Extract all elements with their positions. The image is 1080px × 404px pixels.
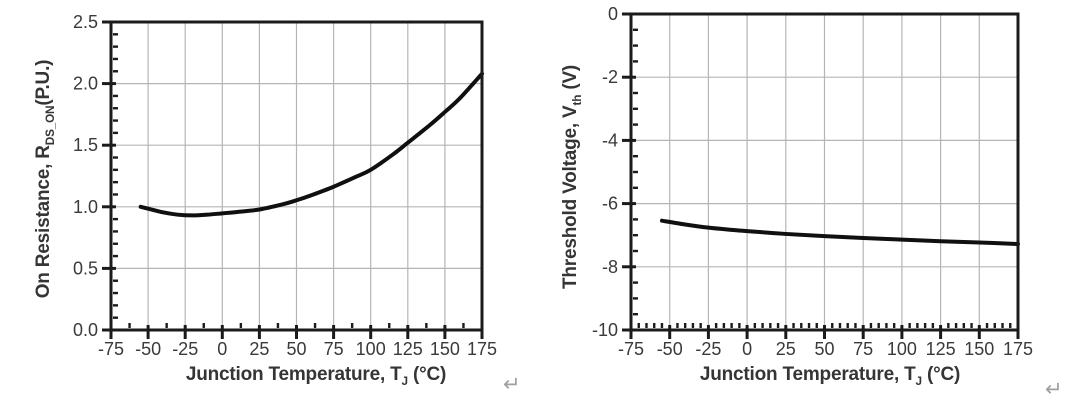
x-tick-label: 25: [249, 339, 269, 359]
y-tick-label: 2.5: [73, 12, 98, 32]
x-tick-label: 175: [1003, 339, 1033, 359]
x-tick-label: -50: [135, 339, 161, 359]
data-curve: [138, 71, 484, 218]
paragraph-return-mark: ↵: [503, 373, 521, 396]
on-resistance-chart: -75 -50 -25 0 25 50 75 100 125 150 175 0.0 0.5 1.0 1.5…: [73, 12, 497, 359]
x-tick-label: 175: [467, 339, 497, 359]
x-axis-title-subscript: J: [401, 374, 409, 388]
x-tick-label: -50: [657, 339, 683, 359]
x-axis-title-unit: (°C): [407, 364, 447, 385]
x-tick-label: -75: [98, 339, 124, 359]
x-tick-label: 25: [776, 339, 796, 359]
y-axis-title-text: On Resistance, R: [33, 145, 55, 299]
x-tick-label: 100: [887, 339, 917, 359]
y-tick-label: 1.5: [73, 135, 98, 155]
y-tick-label: 1.0: [73, 197, 98, 217]
x-axis-title-text: Junction Temperature, T: [699, 364, 916, 385]
threshold-voltage-chart: -75 -50 -25 0 25 50 75 100 125 150 175 0 -2 -4 -6 -8 -10: [592, 4, 1033, 359]
x-tick-label: 50: [814, 339, 834, 359]
x-tick-label: -25: [695, 339, 721, 359]
y-axis-title-unit: (P.U.): [33, 59, 55, 106]
y-axis-title-unit: (V): [560, 64, 582, 95]
data-curve: [659, 218, 1020, 247]
x-tick-label: 100: [356, 339, 386, 359]
paragraph-return-mark: ↵: [1045, 378, 1063, 401]
x-axis-title-left-chart: Junction Temperature, TJ (°C): [185, 364, 447, 388]
x-tick-label: -25: [172, 339, 198, 359]
y-axis-title-left-chart: On Resistance, RDS_ON(P.U.): [33, 60, 57, 299]
x-tick-label: -75: [618, 339, 644, 359]
x-tick-label: 50: [286, 339, 306, 359]
x-tick-label: 125: [926, 339, 956, 359]
x-axis-title-text: Junction Temperature, T: [185, 364, 402, 385]
y-tick-label: -6: [602, 194, 618, 214]
x-tick-label: 150: [964, 339, 994, 359]
y-tick-label: 2.0: [73, 74, 98, 94]
plot-frame: [629, 12, 1020, 332]
x-axis-title-unit: (°C): [921, 364, 961, 385]
y-tick-label: -10: [592, 320, 618, 340]
y-axis-title-subscript: th: [570, 94, 584, 106]
x-axis-title-subscript: J: [915, 374, 923, 388]
x-tick-label: 150: [430, 339, 460, 359]
y-axis-title-subscript: DS_ON: [43, 105, 57, 146]
y-axis-title-text: Threshold Voltage, V: [560, 105, 582, 290]
x-tick-label: 125: [393, 339, 423, 359]
x-tick-label: 0: [217, 339, 227, 359]
x-tick-label: 75: [324, 339, 344, 359]
x-axis-title-right-chart: Junction Temperature, TJ (°C): [699, 364, 961, 388]
y-tick-label: -4: [602, 130, 618, 150]
y-tick-label: 0.5: [73, 258, 98, 278]
x-tick-label: 0: [742, 339, 752, 359]
y-tick-label: 0.0: [73, 320, 98, 340]
y-tick-label: -2: [602, 67, 618, 87]
x-tick-label: 75: [853, 339, 873, 359]
y-axis-title-right-chart: Threshold Voltage, Vth (V): [560, 65, 584, 289]
y-tick-label: -8: [602, 257, 618, 277]
plot-frame: [109, 20, 484, 332]
y-tick-label: 0: [608, 4, 618, 24]
